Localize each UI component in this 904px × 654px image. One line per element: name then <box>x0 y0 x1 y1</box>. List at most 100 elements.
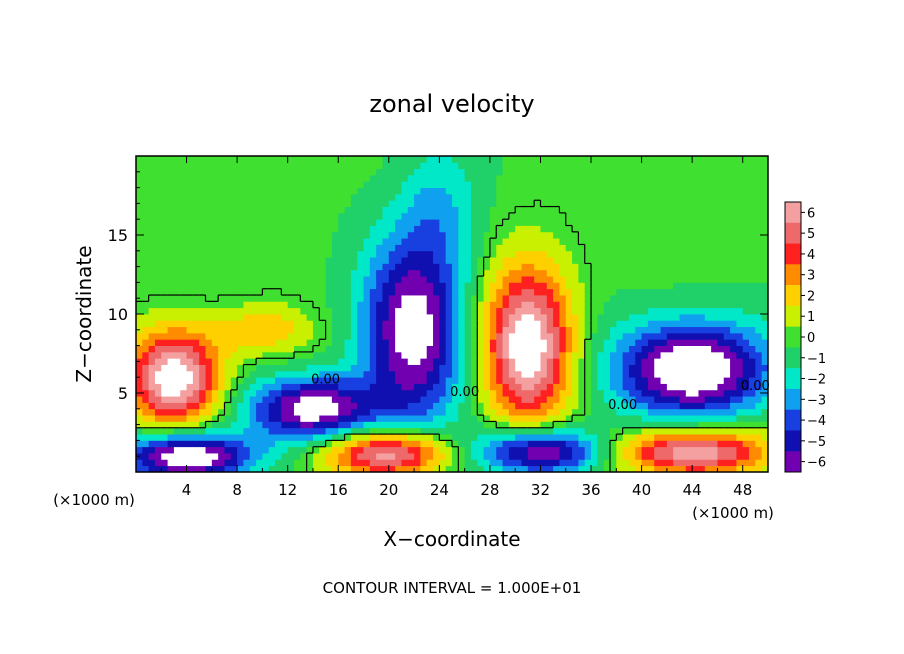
heatmap-cell <box>256 187 263 195</box>
heatmap-cell <box>180 301 187 309</box>
heatmap-cell <box>154 244 162 252</box>
heatmap-cell <box>230 257 238 264</box>
heatmap-cell <box>161 332 168 340</box>
heatmap-cell <box>414 156 421 163</box>
heatmap-cell <box>395 434 402 441</box>
heatmap-cell <box>483 206 491 214</box>
heatmap-cell <box>331 314 339 321</box>
heatmap-cell <box>546 307 554 315</box>
heatmap-cell <box>502 269 510 277</box>
heatmap-cell <box>755 370 763 378</box>
heatmap-cell <box>173 225 181 233</box>
heatmap-cell <box>249 345 257 353</box>
heatmap-cell <box>521 427 529 435</box>
heatmap-cell <box>452 250 459 258</box>
heatmap-cell <box>761 263 769 271</box>
heatmap-cell <box>647 332 655 340</box>
heatmap-cell <box>414 364 421 372</box>
heatmap-cell <box>761 427 769 435</box>
heatmap-cell <box>142 231 150 239</box>
heatmap-cell <box>142 193 150 201</box>
heatmap-cell <box>395 162 402 170</box>
heatmap-cell <box>382 408 390 416</box>
heatmap-cell <box>458 282 466 290</box>
heatmap-cell <box>515 181 522 188</box>
heatmap-cell <box>230 339 238 346</box>
heatmap-cell <box>654 440 661 448</box>
heatmap-cell <box>496 465 503 473</box>
heatmap-cell <box>376 269 383 277</box>
heatmap-cell <box>597 314 605 321</box>
heatmap-cell <box>154 219 162 226</box>
heatmap-cell <box>572 364 579 372</box>
heatmap-cell <box>477 219 484 226</box>
heatmap-cell <box>489 276 497 283</box>
heatmap-cell <box>489 225 497 233</box>
heatmap-cell <box>546 370 554 378</box>
heatmap-cell <box>230 314 238 321</box>
heatmap-cell <box>534 377 541 384</box>
heatmap-cell <box>717 250 725 258</box>
heatmap-cell <box>717 332 725 340</box>
heatmap-cell <box>161 465 168 473</box>
heatmap-cell <box>230 446 238 454</box>
heatmap-cell <box>673 282 680 290</box>
heatmap-cell <box>736 415 744 422</box>
heatmap-cell <box>723 174 731 182</box>
heatmap-cell <box>635 351 642 359</box>
heatmap-cell <box>628 244 636 252</box>
heatmap-cell <box>173 168 181 176</box>
heatmap-cell <box>445 257 453 264</box>
heatmap-cell <box>199 263 206 271</box>
heatmap-cell <box>704 408 712 416</box>
heatmap-cell <box>742 332 750 340</box>
heatmap-cell <box>186 396 194 403</box>
heatmap-cell <box>736 301 744 309</box>
heatmap-cell <box>167 200 175 207</box>
heatmap-cell <box>723 168 731 176</box>
heatmap-cell <box>350 276 358 283</box>
heatmap-cell <box>142 465 150 473</box>
heatmap-cell <box>647 326 655 334</box>
heatmap-cell <box>268 162 276 170</box>
heatmap-cell <box>287 427 295 435</box>
heatmap-cell <box>660 295 668 302</box>
heatmap-cell <box>420 383 428 391</box>
heatmap-cell <box>230 238 238 245</box>
heatmap-cell <box>281 465 289 473</box>
heatmap-cell <box>363 446 371 454</box>
heatmap-cell <box>294 396 301 403</box>
heatmap-cell <box>679 250 687 258</box>
heatmap-cell <box>420 206 428 214</box>
heatmap-cell <box>211 282 219 290</box>
heatmap-cell <box>761 282 769 290</box>
heatmap-cell <box>300 181 308 188</box>
heatmap-cell <box>136 415 143 422</box>
heatmap-cell <box>565 339 573 346</box>
heatmap-cell <box>148 332 156 340</box>
heatmap-cell <box>711 459 718 467</box>
heatmap-cell <box>199 276 206 283</box>
heatmap-cell <box>350 269 358 277</box>
heatmap-cell <box>331 427 339 435</box>
heatmap-cell <box>540 250 548 258</box>
heatmap-cell <box>452 200 459 207</box>
heatmap-cell <box>755 320 763 328</box>
heatmap-cell <box>673 200 680 207</box>
heatmap-cell <box>218 351 225 359</box>
heatmap-cell <box>136 383 143 391</box>
heatmap-cell <box>635 377 642 384</box>
heatmap-cell <box>692 427 699 435</box>
heatmap-cell <box>161 440 168 448</box>
heatmap-cell <box>578 307 586 315</box>
heatmap-cell <box>294 383 301 391</box>
heatmap-cell <box>477 269 484 277</box>
heatmap-cell <box>597 326 605 334</box>
heatmap-cell <box>249 459 257 467</box>
heatmap-cell <box>578 250 586 258</box>
heatmap-cell <box>553 320 560 328</box>
heatmap-cell <box>666 187 674 195</box>
heatmap-cell <box>736 459 744 467</box>
heatmap-cell <box>534 408 541 416</box>
